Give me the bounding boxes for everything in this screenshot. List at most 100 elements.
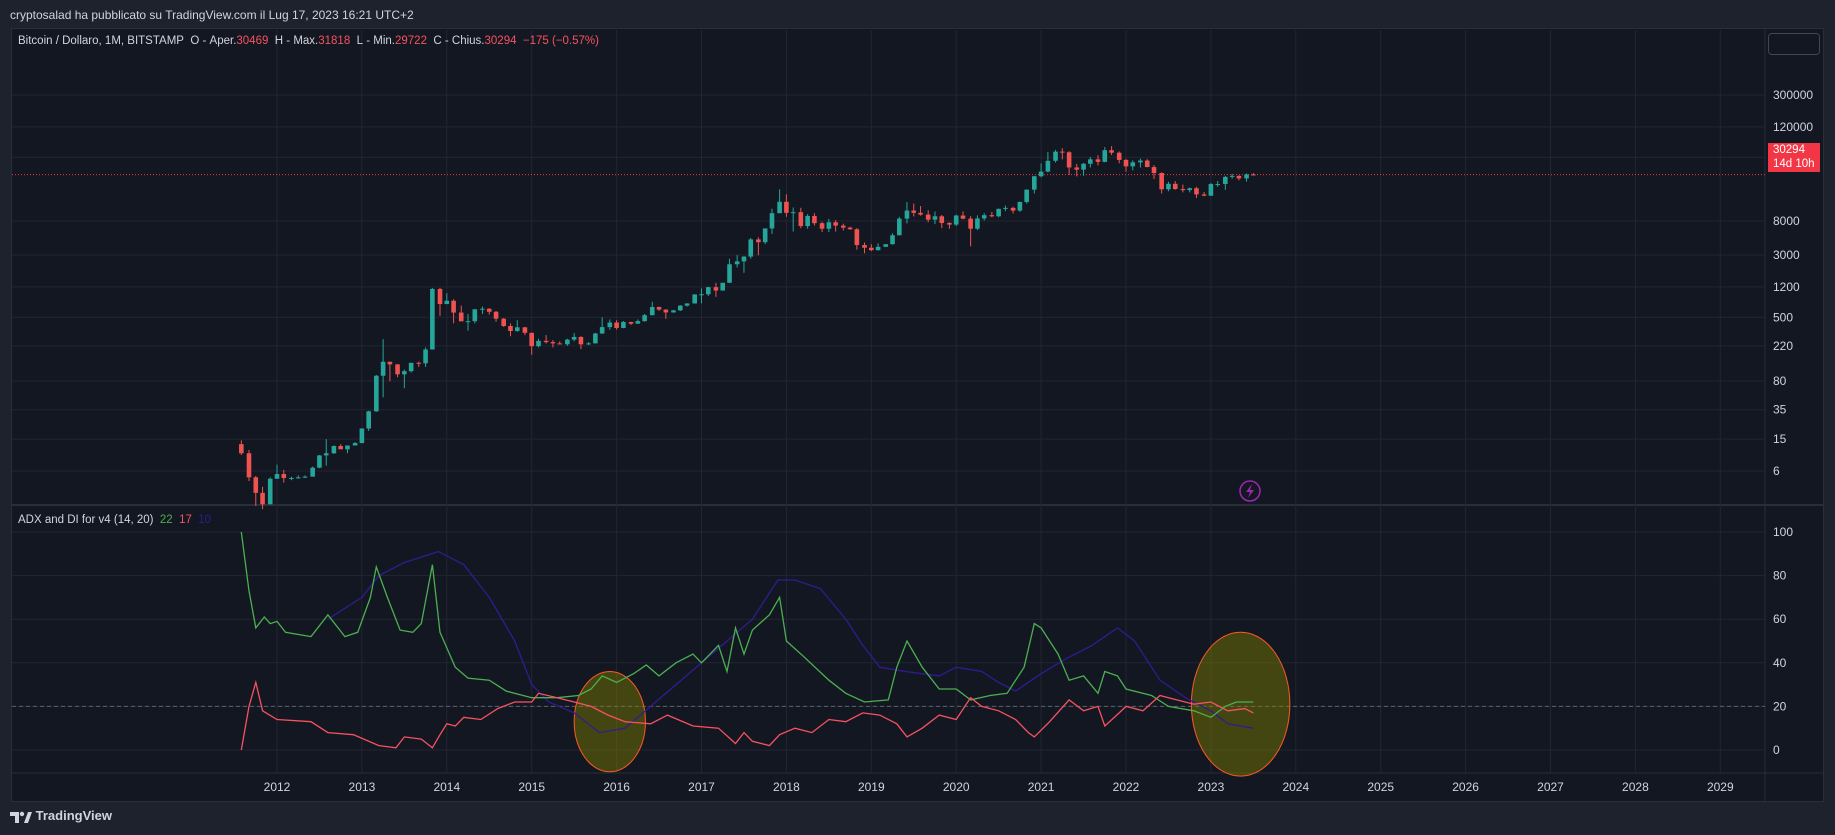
candle-body — [677, 305, 683, 311]
indicator-tick-label: 0 — [1773, 743, 1780, 757]
candle — [323, 439, 329, 466]
candle-body — [458, 312, 464, 322]
tradingview-brand: TradingView — [35, 808, 112, 823]
candle-body — [1003, 207, 1008, 209]
candle — [1045, 151, 1051, 173]
candle — [805, 214, 810, 229]
candle — [947, 222, 952, 229]
candle-body — [960, 215, 966, 219]
candle — [317, 455, 322, 469]
candle — [246, 449, 252, 481]
candle-body — [543, 340, 549, 343]
candle-body — [649, 306, 655, 316]
legend-close-prefix: Chius. — [451, 35, 485, 47]
candle — [529, 332, 534, 355]
candle-body — [274, 474, 280, 479]
bolt-icon-circle — [1239, 480, 1261, 502]
candle-body — [1251, 174, 1256, 176]
last-price-badge: 30294 14d 10h — [1768, 143, 1820, 172]
indicator-tick-label: 40 — [1773, 656, 1787, 670]
candle — [819, 221, 825, 233]
candle-body — [302, 476, 308, 478]
candle-body — [1081, 163, 1086, 170]
candle — [975, 215, 980, 231]
candle-body — [748, 239, 754, 257]
candle-body — [565, 339, 570, 345]
legend-symbol[interactable]: Bitcoin / Dollaro, 1M, BITSTAMP — [18, 35, 184, 47]
candle — [260, 486, 265, 510]
tradingview-logo[interactable]: TradingView — [10, 808, 112, 824]
candle-body — [621, 321, 626, 328]
candle-body — [607, 322, 613, 328]
candle — [472, 309, 478, 324]
candle-body — [762, 228, 768, 243]
candle-body — [1208, 184, 1214, 196]
candle — [1010, 206, 1016, 214]
legend-high: 31818 — [318, 35, 351, 47]
main-legend: Bitcoin / Dollaro, 1M, BITSTAMP O - Aper… — [18, 35, 599, 47]
candle — [692, 294, 698, 304]
candle — [239, 440, 244, 456]
candle — [734, 255, 740, 268]
candle — [890, 233, 895, 245]
indicator-name[interactable]: ADX and DI for v4 (14, 20) — [18, 514, 154, 526]
candle-body — [444, 300, 450, 305]
candle-body — [769, 213, 775, 229]
candle — [875, 243, 881, 251]
candle-body — [897, 218, 902, 236]
candle-body — [1138, 160, 1143, 163]
candle — [621, 320, 626, 329]
candle — [1060, 148, 1065, 160]
legend-low-label: L — [356, 35, 364, 47]
candle-body — [784, 201, 789, 213]
publish-header: cryptosalad ha pubblicato su TradingView… — [0, 0, 1835, 28]
candle-body — [557, 343, 563, 345]
candle-body — [472, 309, 478, 322]
candle-body — [805, 215, 810, 227]
legend-o-label: O — [190, 35, 200, 47]
candle-body — [402, 371, 407, 375]
x-tick-label: 2015 — [518, 780, 545, 794]
candle-body — [1045, 160, 1051, 172]
candle — [628, 321, 634, 326]
legend-change: −175 (−0.57%) — [522, 35, 599, 47]
candle-body — [854, 229, 860, 246]
candle-body — [571, 336, 577, 340]
bolt-icon — [1246, 484, 1254, 498]
candle-body — [671, 310, 676, 313]
candle — [387, 361, 393, 382]
candle-body — [1194, 188, 1199, 195]
candle-body — [699, 294, 704, 296]
candle — [1201, 192, 1207, 197]
candle-body — [875, 246, 881, 251]
candle — [565, 338, 570, 346]
candle — [1151, 165, 1157, 180]
candle — [826, 218, 832, 233]
legend-close-label: C — [433, 35, 442, 47]
price-scale-button[interactable] — [1768, 33, 1820, 55]
price-tick-label: 8000 — [1773, 214, 1800, 228]
tradingview-logo-icon — [10, 811, 32, 823]
bar-countdown: 14d 10h — [1773, 158, 1815, 170]
candle-body — [1236, 175, 1242, 179]
candle-body — [684, 303, 690, 306]
series-adx — [327, 550, 1254, 734]
last-price: 30294 — [1773, 144, 1805, 156]
candle — [543, 335, 549, 344]
candle — [281, 469, 287, 483]
candle-body — [925, 214, 931, 220]
candle — [1138, 158, 1143, 168]
candle — [593, 332, 598, 344]
candle — [968, 216, 973, 247]
candle — [451, 299, 456, 324]
candle — [578, 336, 584, 350]
candle-body — [1102, 150, 1108, 162]
candle — [289, 476, 294, 481]
candle-body — [656, 306, 662, 310]
candle-body — [267, 478, 273, 505]
candle — [514, 320, 520, 332]
candle — [310, 466, 315, 477]
candle-body — [1172, 183, 1178, 190]
candle-body — [790, 212, 796, 214]
